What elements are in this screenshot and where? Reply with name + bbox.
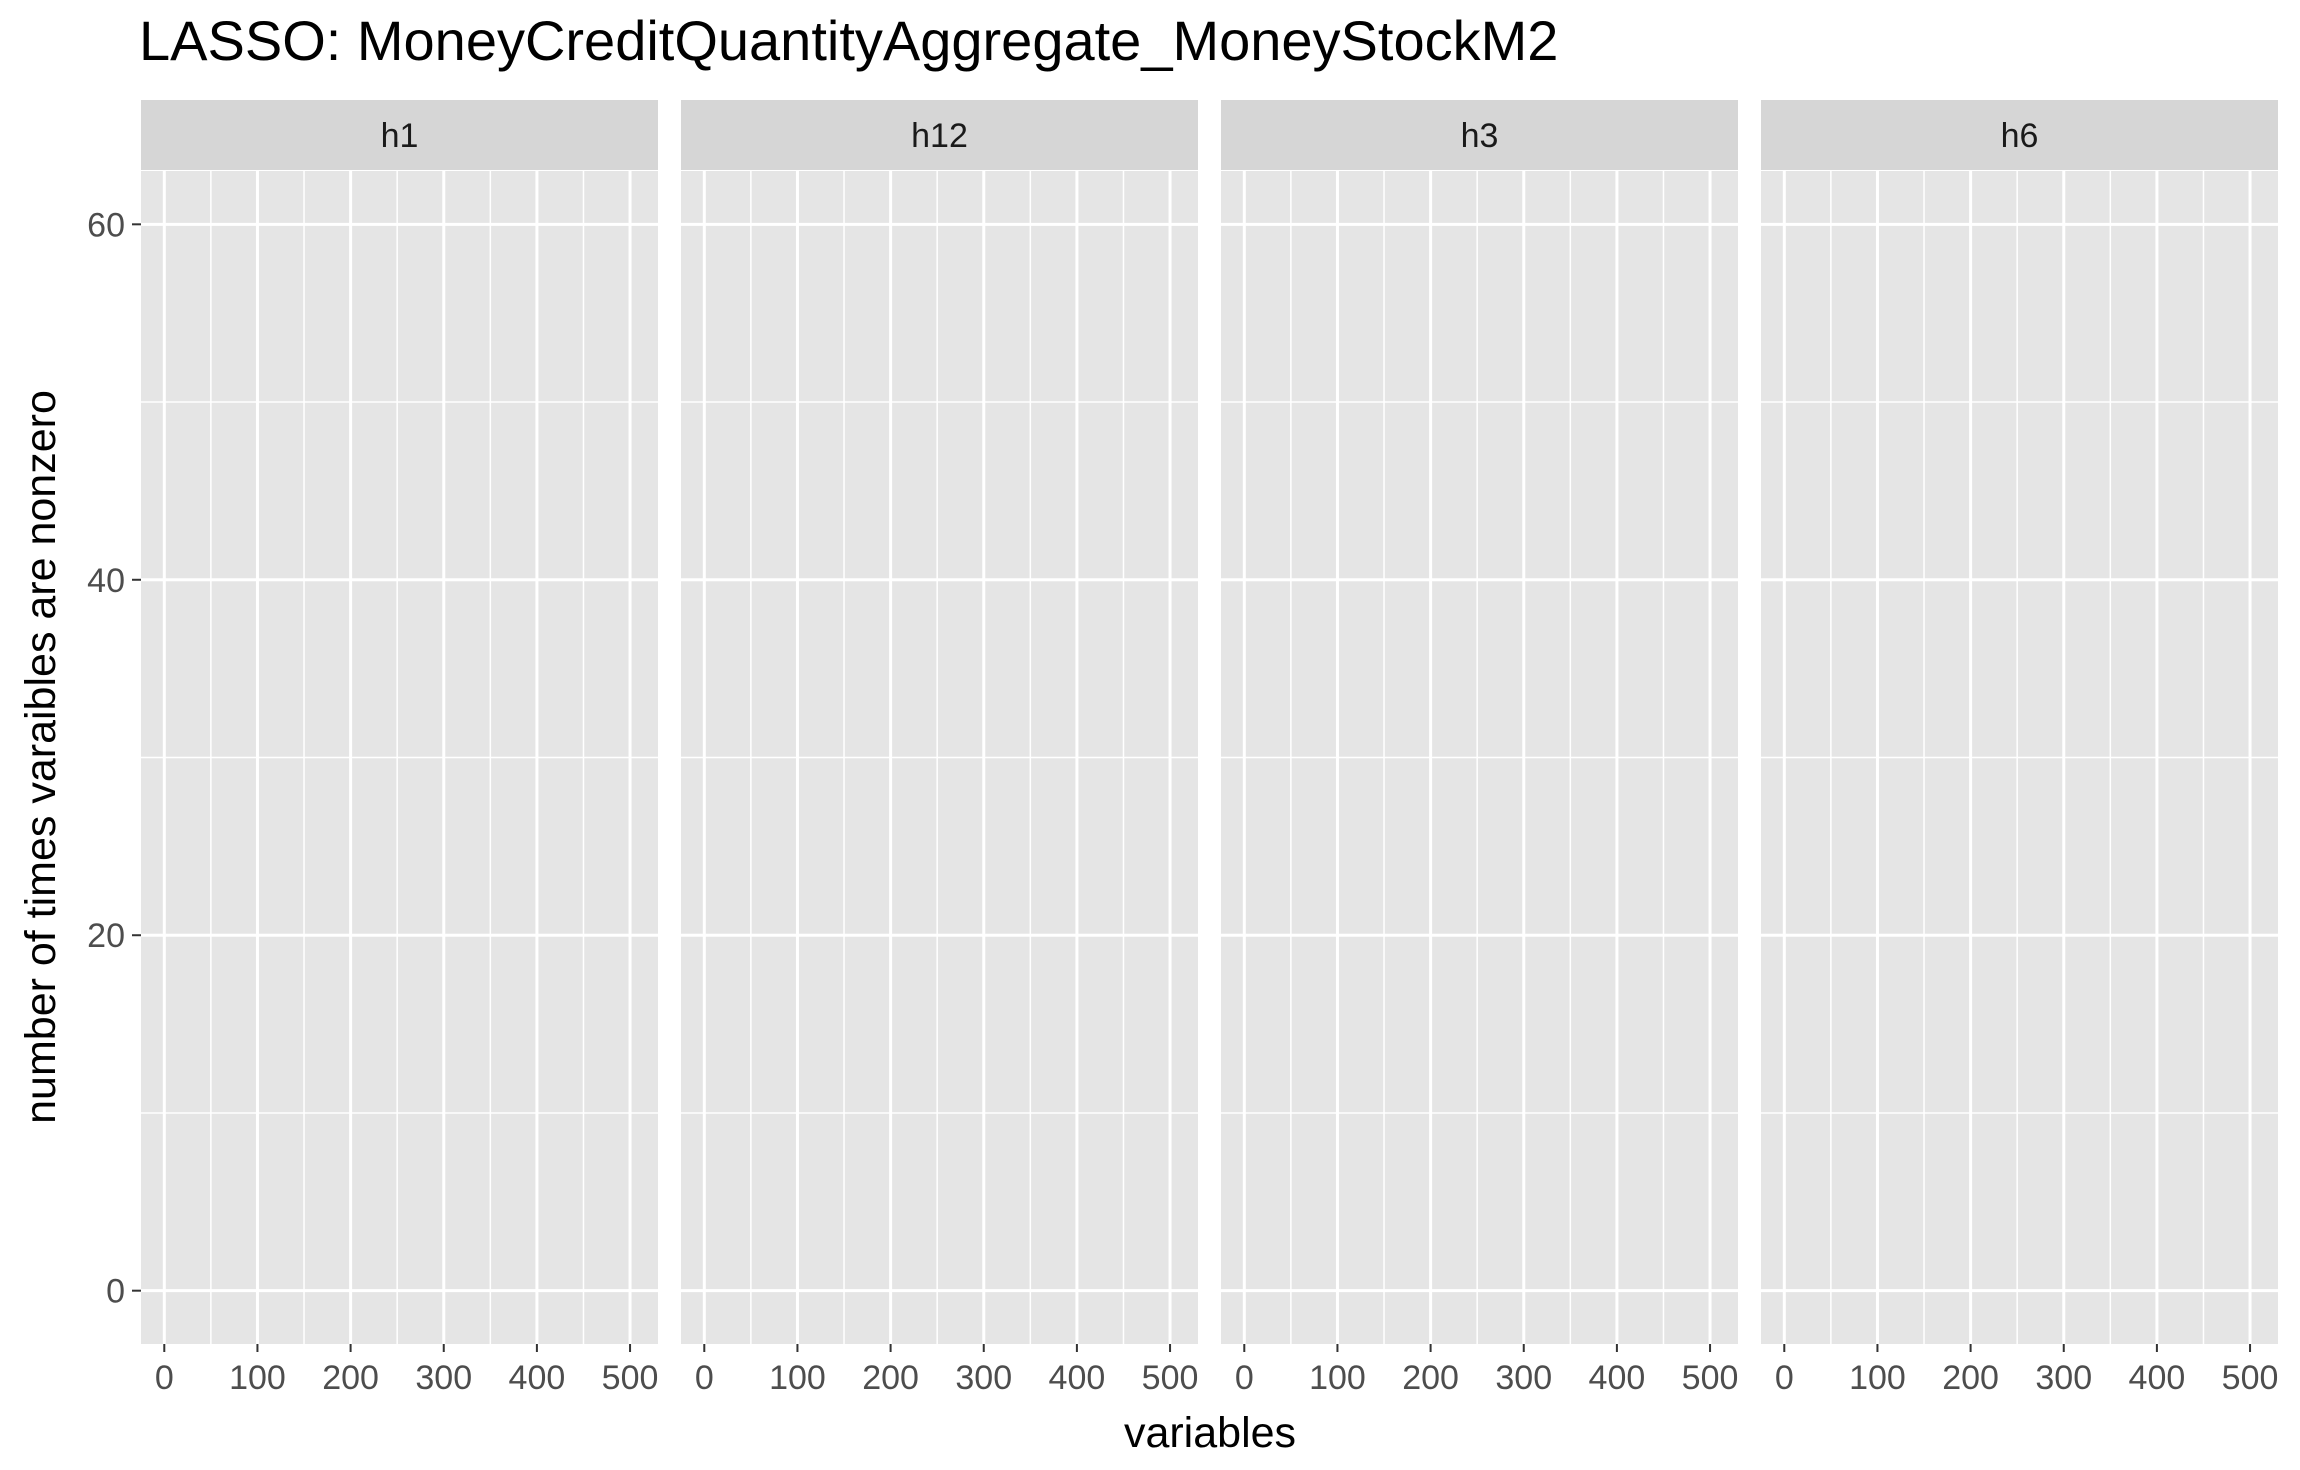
- x-tick-label: 300: [1495, 1359, 1552, 1397]
- x-tick-label: 100: [1309, 1359, 1366, 1397]
- x-tick-label: 0: [1775, 1359, 1794, 1397]
- x-tick-label: 400: [1049, 1359, 1106, 1397]
- facet-strip-label: h1: [381, 117, 419, 155]
- x-tick-label: 500: [1682, 1359, 1739, 1397]
- chart-title: LASSO: MoneyCreditQuantityAggregate_Mone…: [139, 9, 1558, 72]
- x-tick-label: 500: [602, 1359, 659, 1397]
- x-tick-label: 0: [1235, 1359, 1254, 1397]
- facet-panel-h6: h6 0 100 200 300 400 500: [1761, 100, 2278, 1397]
- y-axis: 0 20 40 60: [87, 206, 141, 1311]
- y-tick-label: 60: [87, 206, 125, 244]
- x-tick-label: 300: [2035, 1359, 2092, 1397]
- x-tick-label: 100: [1849, 1359, 1906, 1397]
- x-tick-label: 0: [155, 1359, 174, 1397]
- x-tick-label: 200: [1402, 1359, 1459, 1397]
- facet-panels: h1 0 100 200 300 400 500 h12 0 100 200 300 400 500 h3 0…: [141, 100, 2278, 1397]
- x-tick-label: 400: [2129, 1359, 2186, 1397]
- y-tick-label: 20: [87, 917, 125, 955]
- facet-strip-label: h6: [2001, 117, 2039, 155]
- y-axis-title: number of times varaibles are nonzero: [17, 390, 65, 1124]
- x-tick-label: 200: [862, 1359, 919, 1397]
- x-tick-label: 300: [955, 1359, 1012, 1397]
- x-tick-label: 200: [1942, 1359, 1999, 1397]
- facet-panel-h3: h3 0 100 200 300 400 500: [1221, 100, 1738, 1397]
- facet-strip-label: h3: [1461, 117, 1499, 155]
- x-tick-label: 400: [1589, 1359, 1646, 1397]
- x-axis-title: variables: [1124, 1409, 1296, 1457]
- facet-strip: [1761, 100, 2278, 170]
- facet-strip: [141, 100, 658, 170]
- x-tick-label: 500: [2222, 1359, 2279, 1397]
- x-tick-label: 0: [695, 1359, 714, 1397]
- x-tick-label: 400: [509, 1359, 566, 1397]
- facet-panel-h12: h12 0 100 200 300 400 500: [681, 100, 1198, 1397]
- facet-strip-label: h12: [911, 117, 968, 155]
- x-tick-label: 300: [415, 1359, 472, 1397]
- facet-strip: [1221, 100, 1738, 170]
- y-tick-label: 40: [87, 562, 125, 600]
- y-tick-label: 0: [106, 1273, 125, 1311]
- x-tick-label: 200: [322, 1359, 379, 1397]
- facet-panel-h1: h1 0 100 200 300 400 500: [141, 100, 658, 1397]
- x-tick-label: 100: [229, 1359, 286, 1397]
- facet-strip: [681, 100, 1198, 170]
- x-tick-label: 500: [1142, 1359, 1199, 1397]
- x-tick-label: 100: [769, 1359, 826, 1397]
